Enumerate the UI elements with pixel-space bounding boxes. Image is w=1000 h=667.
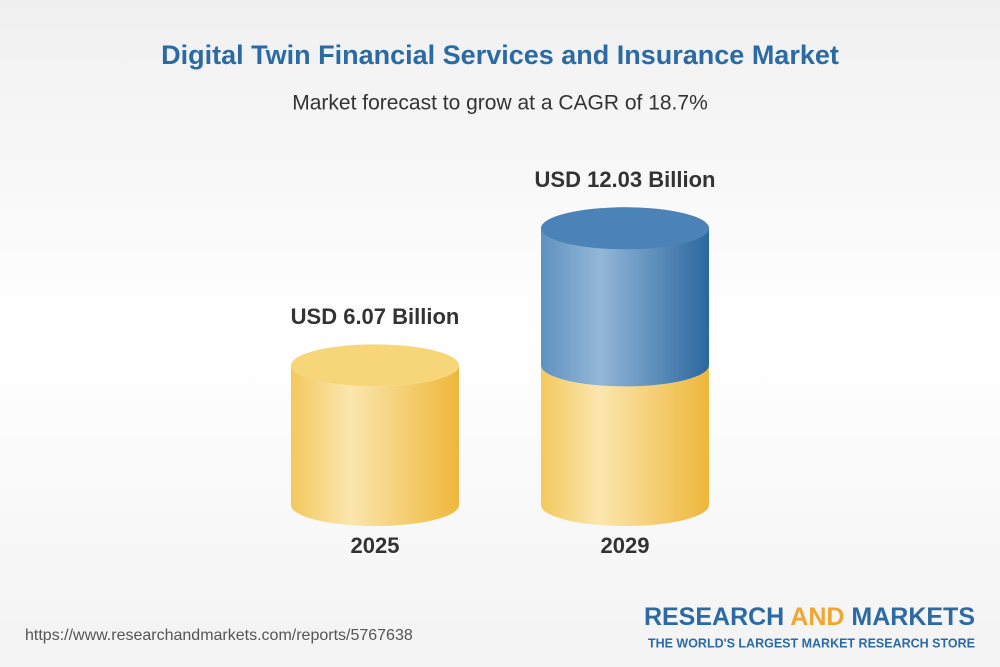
- value-label: USD 12.03 Billion: [535, 167, 716, 192]
- logo: RESEARCH AND MARKETS: [644, 603, 975, 631]
- value-label: USD 6.07 Billion: [291, 304, 460, 329]
- cylinder-top: [291, 344, 459, 387]
- logo-tagline: THE WORLD'S LARGEST MARKET RESEARCH STOR…: [648, 636, 975, 650]
- x-tick-label: 2025: [351, 533, 400, 558]
- logo-markets: MARKETS: [851, 603, 975, 631]
- cylinder-body: [291, 365, 459, 526]
- cylinder: [291, 344, 459, 526]
- logo-research: RESEARCH: [644, 603, 784, 631]
- chart-subtitle: Market forecast to grow at a CAGR of 18.…: [292, 92, 708, 115]
- cylinder-top: [541, 207, 709, 250]
- cylinder-base-body: [541, 365, 709, 526]
- x-tick-label: 2029: [601, 533, 650, 558]
- source-url: https://www.researchandmarkets.com/repor…: [25, 627, 413, 644]
- chart-title: Digital Twin Financial Services and Insu…: [161, 40, 839, 70]
- logo-and: AND: [790, 603, 844, 631]
- cylinder-growth-body: [541, 207, 709, 387]
- cylinder: [541, 207, 709, 526]
